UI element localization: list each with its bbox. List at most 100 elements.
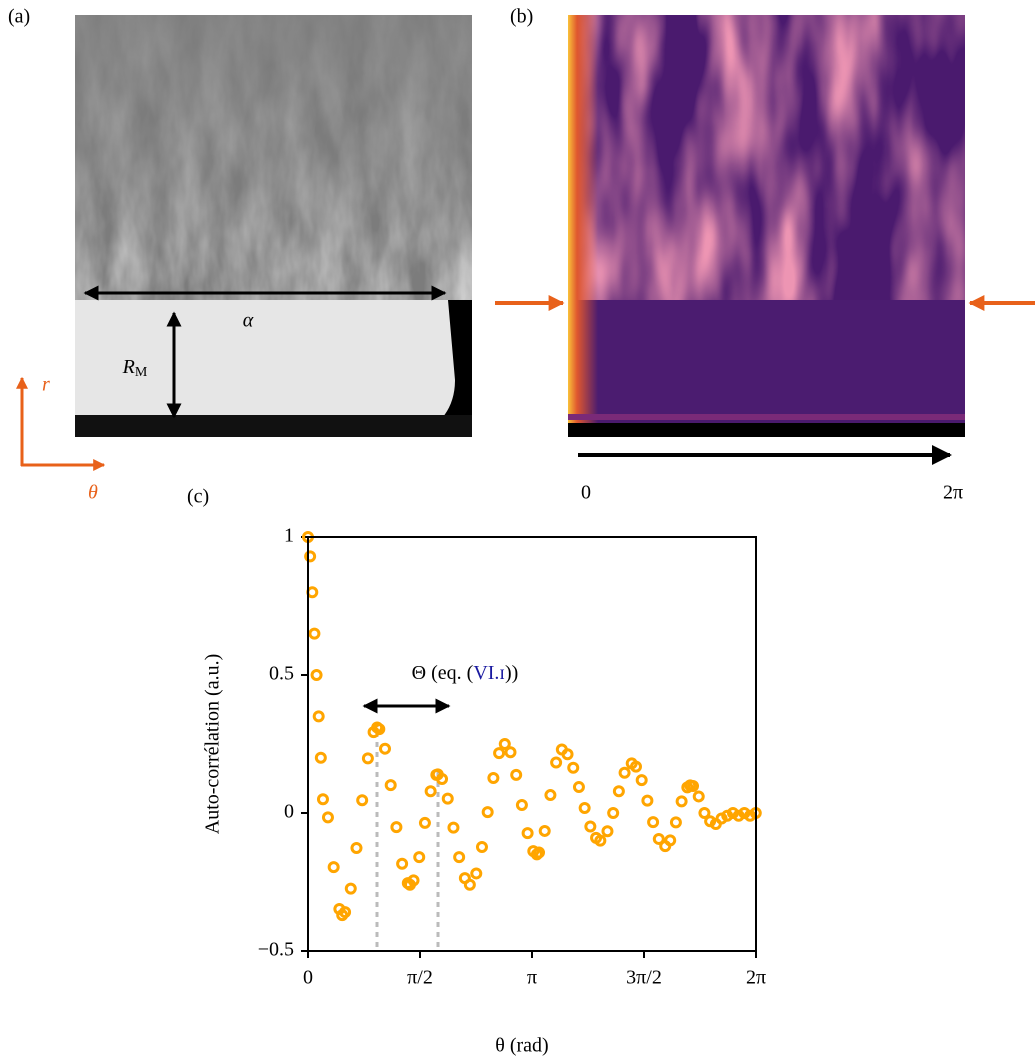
point [481, 806, 494, 819]
point [647, 816, 660, 829]
point [436, 773, 449, 786]
point [652, 832, 665, 845]
heatmap-texture [568, 15, 965, 300]
point [312, 710, 325, 723]
point [515, 798, 528, 811]
annotation-end: )) [505, 662, 518, 684]
point [356, 794, 369, 807]
y-tick-label: 0.5 [269, 663, 294, 685]
point [561, 748, 574, 761]
point [687, 779, 700, 792]
point [384, 779, 397, 792]
point [339, 906, 352, 919]
point [304, 550, 317, 563]
point [698, 807, 711, 819]
base [75, 415, 472, 437]
height-symbol: R [122, 356, 135, 378]
angle-start: 0 [581, 482, 591, 504]
point [327, 861, 340, 874]
point [544, 789, 557, 802]
y-axis-label: Auto-corrélation (a.u.) [202, 654, 224, 834]
point [487, 771, 500, 784]
panel-c: (c) Θ (eq. (VI.ɪ)) θ (rad) Auto-corrélat… [187, 486, 766, 1057]
theta-label: θ [88, 482, 98, 504]
point [418, 816, 431, 829]
x-axis-label: θ (rad) [495, 1035, 548, 1057]
panel-label: (a) [8, 6, 30, 28]
point [373, 723, 386, 736]
y-tick-label: 0 [284, 801, 294, 823]
point [344, 882, 357, 895]
point [350, 842, 363, 855]
point [584, 820, 597, 833]
x-tick-label: π/2 [407, 967, 433, 989]
point [498, 738, 511, 750]
point [594, 834, 607, 847]
panel-label: (b) [510, 6, 533, 28]
y-tick-label: −0.5 [258, 939, 294, 961]
point [601, 825, 614, 838]
point [578, 802, 591, 815]
angle-end: 2π [943, 482, 963, 504]
point [475, 840, 488, 853]
corner [415, 300, 472, 437]
period-annotation: Θ (eq. (VI.ɪ)) [412, 662, 519, 684]
point [441, 792, 454, 805]
point [463, 878, 476, 891]
point [664, 834, 677, 847]
point [306, 586, 319, 599]
point [612, 785, 625, 798]
point [641, 794, 654, 807]
point [453, 851, 466, 864]
point [521, 827, 534, 840]
x-tick-label: 2π [746, 967, 766, 989]
point [504, 746, 517, 759]
point [538, 824, 551, 837]
bottom-region [75, 300, 472, 415]
point [308, 627, 321, 640]
height-label: RM [122, 356, 148, 381]
plot-frame [307, 536, 757, 952]
equation-ref[interactable]: VI.ɪ [473, 662, 505, 684]
x-tick-label: 0 [303, 967, 313, 989]
bottom-glow [568, 414, 965, 420]
point [314, 751, 327, 764]
panel-label: (c) [187, 486, 209, 508]
point [321, 811, 334, 824]
point [396, 857, 409, 870]
x-tick-label: 3π/2 [626, 967, 662, 989]
point [607, 807, 620, 819]
point [316, 793, 329, 806]
r-label: r [42, 374, 50, 396]
plume-texture [75, 15, 472, 305]
base [568, 423, 965, 437]
width-label: α [243, 310, 254, 332]
height-subscript: M [135, 365, 148, 380]
y-tick-label: 1 [284, 525, 294, 547]
point [618, 766, 631, 779]
point [669, 816, 682, 829]
point [470, 867, 483, 880]
point [533, 846, 546, 859]
annotation-text: Θ (eq. ( [412, 662, 474, 684]
point [447, 821, 460, 834]
point [310, 669, 323, 681]
x-tick-label: π [527, 967, 537, 989]
point [424, 785, 437, 798]
point [675, 795, 688, 808]
point [379, 742, 392, 755]
left-edge [568, 15, 598, 423]
point [361, 752, 374, 765]
point [390, 821, 403, 834]
point [413, 851, 426, 864]
point [493, 747, 506, 760]
point [510, 768, 523, 781]
point [692, 790, 705, 803]
panel-a: (a) α RM r θ [8, 6, 472, 504]
point [567, 761, 580, 774]
panel-b: (b) 0 2π [495, 6, 1035, 504]
point [629, 760, 642, 773]
point [407, 874, 420, 887]
point [635, 774, 648, 787]
